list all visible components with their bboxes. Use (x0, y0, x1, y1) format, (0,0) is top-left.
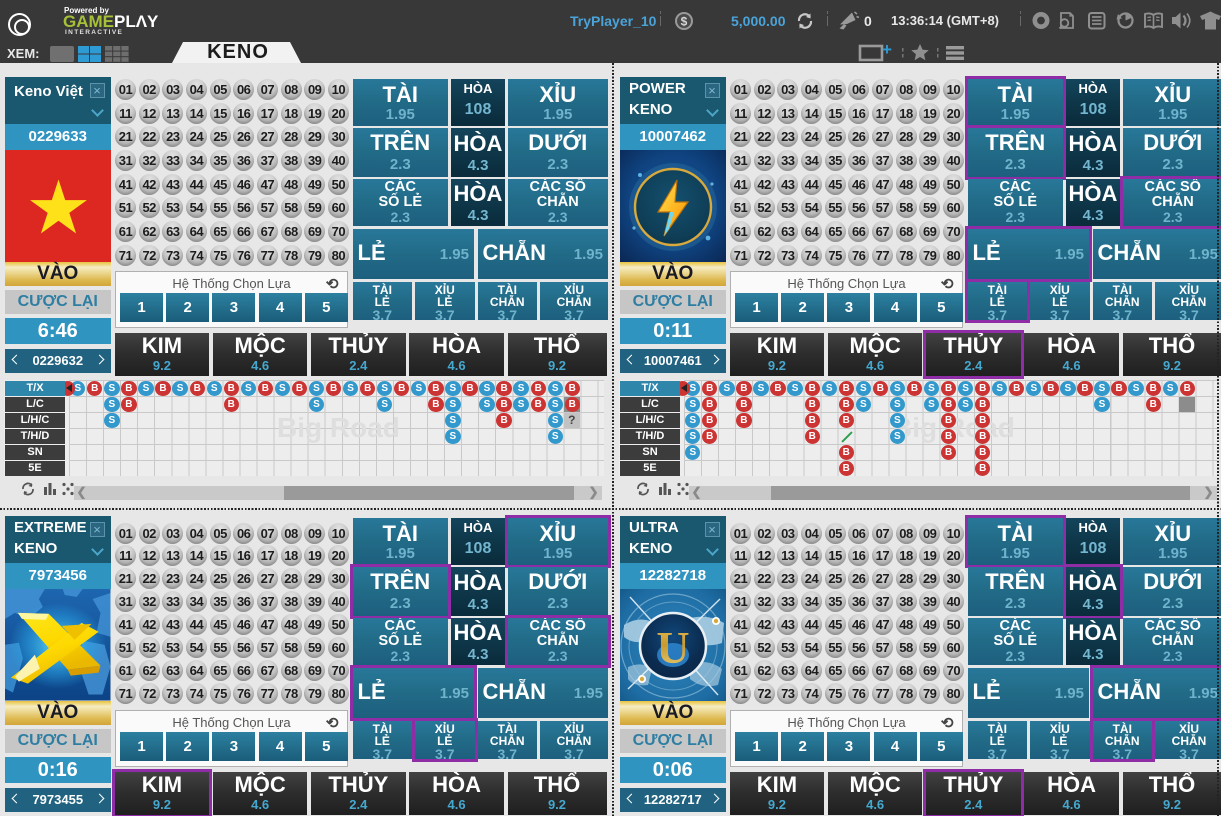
svg-text:+: + (882, 42, 892, 59)
svg-text:$: $ (681, 15, 688, 29)
svg-text:U: U (656, 622, 689, 673)
